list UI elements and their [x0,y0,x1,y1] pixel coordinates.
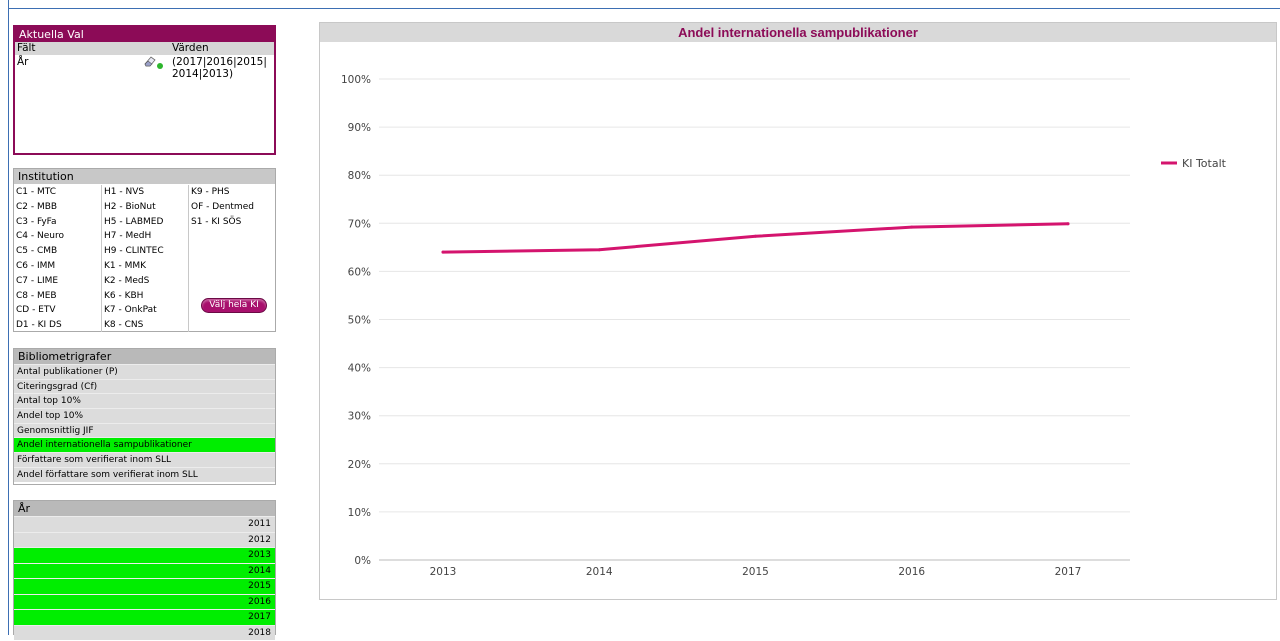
data-point [754,234,757,238]
metric-item[interactable]: Citeringsgrad (Cf) [14,378,275,394]
legend-label: KI Totalt [1182,157,1227,170]
data-point [441,250,445,254]
selection-values-line1: (2017|2016|2015| [172,56,267,68]
series-line [441,222,1070,254]
institution-item[interactable]: K9 - PHS [191,187,230,197]
institution-item[interactable]: D1 - KI DS [16,320,62,331]
metric-item[interactable]: Antal publikationer (P) [14,364,275,379]
column-divider [101,185,102,332]
institution-item[interactable]: K2 - MedS [104,275,150,286]
selection-status-dot [157,63,163,69]
x-tick-label: 2015 [742,566,769,578]
institution-item[interactable]: C3 - FyFa [16,216,57,227]
metric-item[interactable]: Antal top 10% [14,393,275,409]
institution-listbox: Institution C1 - MTC C2 - MBB C3 - FyFa C4 … [13,168,276,332]
institution-item[interactable]: C5 - CMB [16,246,58,257]
bibliometrigrafer-title: Bibliometrigrafer [14,349,275,364]
institution-item[interactable]: C8 - MEB [16,290,57,301]
values-column-header: Värden [172,42,209,54]
y-tick-label: 100% [341,74,371,86]
selection-field: År [17,56,29,68]
year-item[interactable]: 2016 [14,593,275,609]
y-tick-label: 0% [354,555,371,567]
select-all-ki-button[interactable]: Välj hela KI [201,298,267,313]
year-item[interactable]: 2015 [14,578,275,594]
institution-item[interactable]: CD - ETV [16,305,56,316]
bibliometrigrafer-list: Antal publikationer (P) Citeringsgrad (Cf… [14,364,275,482]
selection-row[interactable]: År (2017|2016|2015| 2014|2013) [15,55,274,95]
institution-item[interactable]: K8 - CNS [104,320,144,331]
y-tick-label: 90% [348,122,371,134]
current-selections-title: Aktuella Val [15,27,274,42]
year-title: År [14,501,275,516]
year-list: 2011 2012 2013 2014 2015 2016 2017 2018 [14,516,275,640]
institution-item[interactable]: H5 - LABMED [104,216,164,227]
field-column-header: Fält [17,42,36,54]
metric-item[interactable]: Genomsnittlig JIF [14,422,275,438]
column-divider [188,185,189,332]
data-point [597,248,601,252]
institution-item[interactable]: C6 - IMM [16,260,56,271]
y-tick-label: 50% [348,315,371,327]
x-tick-label: 2016 [898,566,925,578]
current-selections-header: Fält Värden [15,42,274,55]
year-listbox: År 2011 2012 2013 2014 2015 2016 2017 2018 [13,500,276,640]
institution-item[interactable]: OF - Dentmed [191,201,254,212]
eraser-icon[interactable] [143,55,157,67]
x-tick-label: 2014 [586,566,613,578]
year-item[interactable]: 2013 [14,547,275,563]
institution-item[interactable]: C2 - MBB [16,201,58,212]
institution-item[interactable]: C4 - Neuro [16,231,64,242]
year-item[interactable]: 2014 [14,562,275,578]
institution-item[interactable]: K7 - OnkPat [104,305,157,316]
institution-column-2: H1 - NVS H2 - BioNut H5 - LABMED H7 - MedH H… [102,185,188,333]
y-tick-label: 60% [348,266,371,278]
year-item[interactable]: 2012 [14,531,275,547]
metric-item[interactable]: Andel internationella sampublikationer [14,437,275,453]
metric-item[interactable]: Författare som verifierat inom SLL [14,452,275,467]
institution-column-1: C1 - MTC C2 - MBB C3 - FyFa C4 - Neuro C5 - … [14,185,101,333]
frame-border-top [8,8,1280,9]
year-item[interactable]: 2011 [14,516,275,532]
institution-item[interactable]: C1 - MTC [16,187,56,197]
bibliometrigrafer-listbox: Bibliometrigrafer Antal publikationer (P… [13,348,276,485]
current-selections-box: Aktuella Val Fält Värden År (2017|2016|2… [13,25,276,155]
x-tick-label: 2013 [430,566,457,578]
data-point [1066,222,1070,226]
line-chart: Andel internationella sampublikationer 0… [319,22,1277,600]
data-point [910,225,914,229]
y-tick-label: 20% [348,459,371,471]
chart-title: Andel internationella sampublikationer [320,23,1276,42]
y-tick-label: 30% [348,411,371,423]
institution-item[interactable]: C7 - LIME [16,275,59,286]
institution-item[interactable]: K6 - KBH [104,290,144,301]
institution-item[interactable]: K1 - MMK [104,260,147,271]
y-tick-label: 80% [348,170,371,182]
selection-values: (2017|2016|2015| 2014|2013) [172,56,272,80]
chart-canvas: 0% 10% 20% 30% 40% 50% 60% 70% 80% 90% 100% 2013 201… [341,74,1227,578]
institution-item[interactable]: S1 - KI SÖS [191,216,242,227]
y-tick-label: 40% [348,363,371,375]
x-tick-label: 2017 [1055,566,1082,578]
year-item[interactable]: 2018 [14,624,275,640]
institution-item[interactable]: H7 - MedH [104,231,152,242]
institution-title: Institution [14,169,275,184]
institution-item[interactable]: H2 - BioNut [104,201,156,212]
year-item[interactable]: 2017 [14,609,275,625]
y-tick-label: 10% [348,507,371,519]
institution-item[interactable]: H1 - NVS [104,187,145,197]
y-tick-label: 70% [348,218,371,230]
selection-values-line2: 2014|2013) [172,68,234,80]
institution-column-3: K9 - PHS OF - Dentmed S1 - KI SÖS [189,185,275,229]
metric-item[interactable]: Andel top 10% [14,408,275,423]
metric-item[interactable]: Andel författare som verifierat inom SLL [14,466,275,482]
institution-item[interactable]: H9 - CLINTEC [104,246,164,257]
frame-border-left [8,0,9,635]
